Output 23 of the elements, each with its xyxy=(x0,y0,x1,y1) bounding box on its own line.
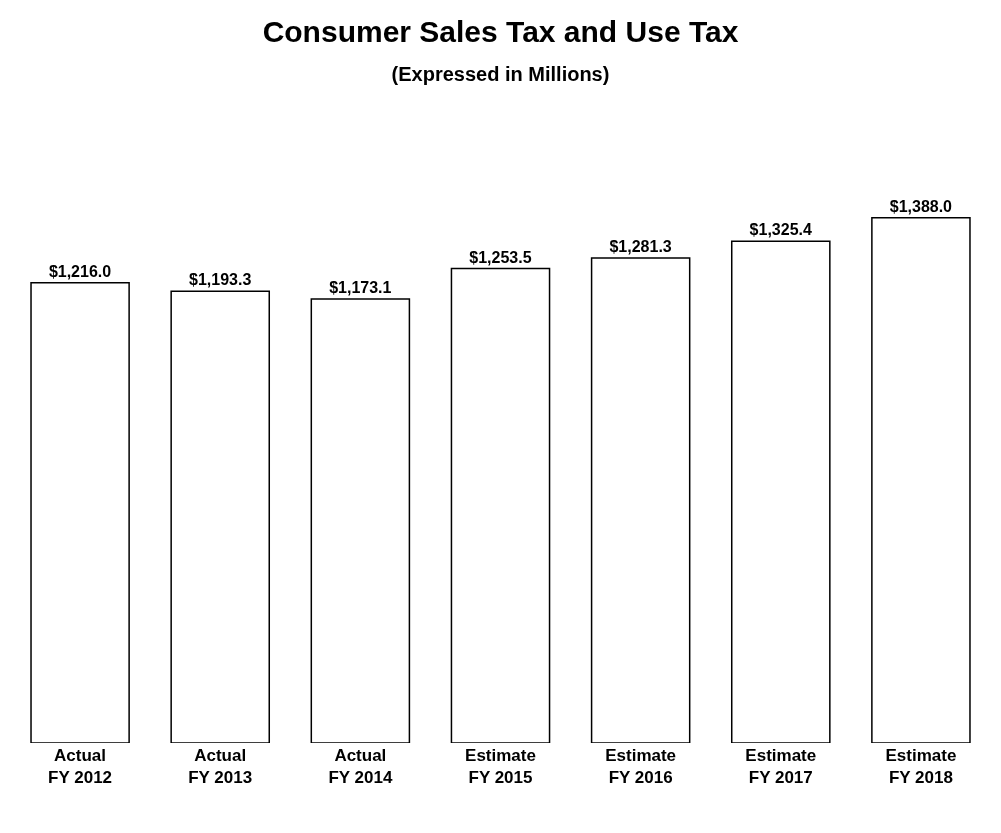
data-label: $1,325.4 xyxy=(749,221,812,239)
data-label: $1,281.3 xyxy=(609,238,672,256)
chart-title: Consumer Sales Tax and Use Tax xyxy=(262,14,739,48)
data-label: $1,216.0 xyxy=(48,262,112,280)
bar xyxy=(871,216,971,743)
data-label: $1,253.5 xyxy=(469,248,532,266)
bar xyxy=(310,298,411,743)
x-tick-label: Actual FY 2014 xyxy=(328,746,393,788)
x-tick-label: Estimate FY 2018 xyxy=(885,746,957,788)
x-tick-label: Estimate FY 2016 xyxy=(605,746,677,788)
x-tick-label: Actual FY 2012 xyxy=(48,746,113,788)
bar xyxy=(30,282,130,743)
data-label: $1,388.0 xyxy=(889,197,953,215)
x-tick-label: Estimate FY 2015 xyxy=(465,746,536,788)
data-label: $1,173.1 xyxy=(329,278,392,296)
x-tick-label: Estimate FY 2017 xyxy=(745,746,817,788)
bar xyxy=(590,257,691,743)
chart-subtitle: (Expressed in Millions) xyxy=(391,62,610,85)
x-tick-label: Actual FY 2013 xyxy=(188,746,253,788)
bar xyxy=(170,290,271,743)
bar xyxy=(730,240,831,743)
bar xyxy=(450,267,551,743)
data-label: $1,193.3 xyxy=(189,271,252,289)
